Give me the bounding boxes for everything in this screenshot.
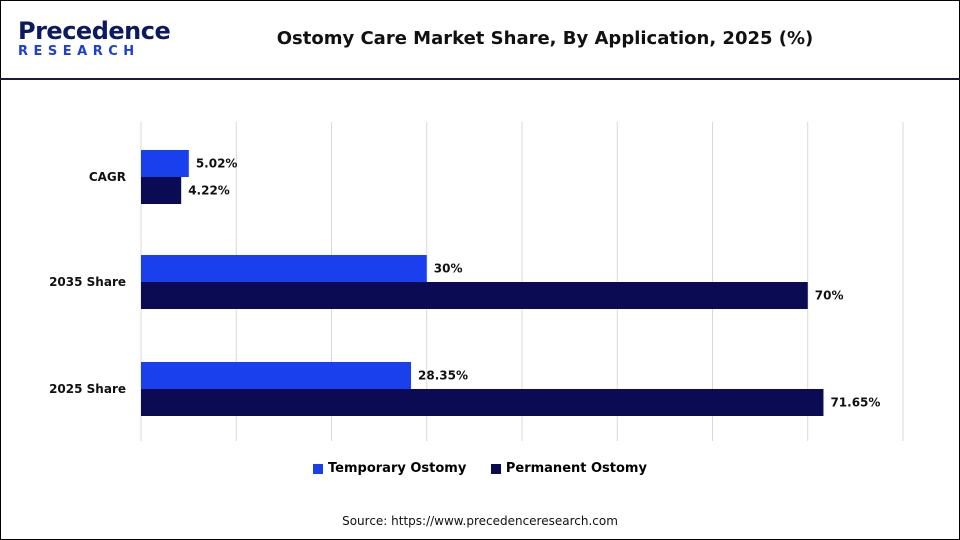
bar-permanent <box>141 282 808 309</box>
logo-subtitle: RESEARCH <box>18 44 140 59</box>
data-label: 28.35% <box>418 369 468 383</box>
brand-logo: Precedence RESEARCH <box>18 18 178 66</box>
category-label: CAGR <box>89 170 126 184</box>
legend-swatch-temporary <box>313 463 324 474</box>
legend-label-permanent: Permanent Ostomy <box>505 461 647 476</box>
bar-permanent <box>141 389 824 416</box>
legend-label-temporary: Temporary Ostomy <box>328 461 467 476</box>
legend-swatch-permanent <box>490 463 501 474</box>
data-label: 71.65% <box>830 396 880 410</box>
category-label: 2025 Share <box>49 382 126 396</box>
source-note: Source: https://www.precedenceresearch.c… <box>342 514 618 528</box>
data-label: 30% <box>434 262 463 276</box>
bar-temporary <box>141 150 189 177</box>
chart-title: Ostomy Care Market Share, By Application… <box>276 28 814 49</box>
data-label: 70% <box>815 289 844 303</box>
data-label: 5.02% <box>196 157 238 171</box>
data-label: 4.22% <box>188 184 230 198</box>
legend-item-permanent: Permanent Ostomy <box>490 461 647 476</box>
logo-wordmark: Precedence <box>18 17 171 45</box>
category-label: 2035 Share <box>49 275 126 289</box>
bar-permanent <box>141 177 182 204</box>
legend-item-temporary: Temporary Ostomy <box>313 461 466 476</box>
bar-temporary <box>141 362 412 389</box>
header: Precedence RESEARCH Ostomy Care Market S… <box>0 0 960 80</box>
legend: Temporary Ostomy Permanent Ostomy <box>0 461 960 478</box>
bar-temporary <box>141 255 427 282</box>
